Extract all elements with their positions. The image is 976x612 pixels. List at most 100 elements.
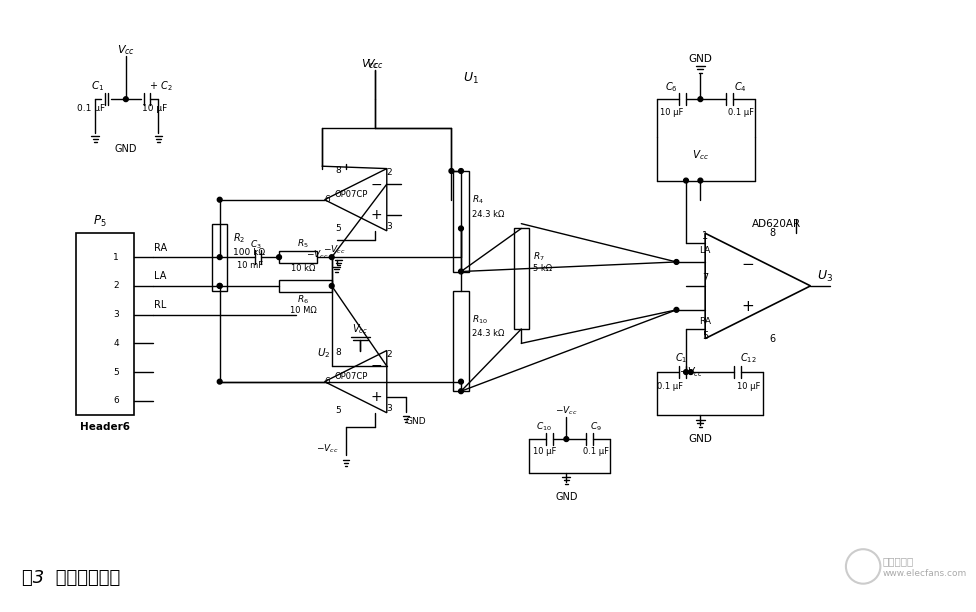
Text: 5: 5 <box>702 330 709 341</box>
Text: 1: 1 <box>702 231 709 241</box>
Text: 4: 4 <box>113 339 119 348</box>
Circle shape <box>218 283 223 288</box>
Circle shape <box>698 178 703 183</box>
Text: $V_{cc}$: $V_{cc}$ <box>117 43 135 58</box>
Text: 1: 1 <box>113 253 119 262</box>
Text: $U_1$: $U_1$ <box>463 70 478 86</box>
Text: 2: 2 <box>113 282 119 290</box>
Circle shape <box>698 97 703 102</box>
Text: $C_6$: $C_6$ <box>666 80 678 94</box>
Bar <box>76 233 134 415</box>
Text: $-V_{cc}$: $-V_{cc}$ <box>555 404 578 417</box>
Circle shape <box>124 97 128 102</box>
Text: AD620AR: AD620AR <box>752 218 801 229</box>
Circle shape <box>683 370 688 375</box>
Text: $R_6$: $R_6$ <box>297 293 309 305</box>
Text: 3: 3 <box>386 222 392 231</box>
Text: RL: RL <box>154 300 167 310</box>
Text: RA: RA <box>154 242 167 253</box>
Text: +: + <box>371 208 383 222</box>
Text: 0.1 μF: 0.1 μF <box>727 108 753 117</box>
Text: GND: GND <box>688 434 712 444</box>
Text: $R_7$: $R_7$ <box>533 251 545 263</box>
Text: GND: GND <box>405 417 426 425</box>
Text: 5: 5 <box>336 224 342 233</box>
Circle shape <box>683 178 688 183</box>
Circle shape <box>329 255 334 259</box>
Bar <box>453 171 468 272</box>
Text: 10 kΩ: 10 kΩ <box>291 264 315 273</box>
Bar <box>279 252 317 263</box>
Text: $-V_{cc}$: $-V_{cc}$ <box>323 243 346 256</box>
Text: 0.1 μF: 0.1 μF <box>77 104 105 113</box>
Text: $-V_{cc}$: $-V_{cc}$ <box>315 442 339 455</box>
Text: 10 μF: 10 μF <box>660 108 683 117</box>
Circle shape <box>449 168 454 173</box>
Text: Header6: Header6 <box>80 422 130 431</box>
Text: $C_{10}$: $C_{10}$ <box>537 420 552 433</box>
Text: 6: 6 <box>324 195 330 204</box>
Text: $-V_{cc}$: $-V_{cc}$ <box>678 365 703 379</box>
Text: LA: LA <box>154 271 167 282</box>
Text: GND: GND <box>114 144 137 154</box>
Text: $C_3$: $C_3$ <box>250 239 263 251</box>
Text: 8: 8 <box>336 348 342 357</box>
Text: 图3  前置放大电路: 图3 前置放大电路 <box>22 569 121 587</box>
Text: $-V_{cc}$: $-V_{cc}$ <box>306 248 329 261</box>
Text: $R_2$: $R_2$ <box>233 231 245 245</box>
Text: 5: 5 <box>336 406 342 415</box>
Text: www.elecfans.com: www.elecfans.com <box>882 569 966 578</box>
Text: 6: 6 <box>324 377 330 386</box>
Bar <box>513 228 529 329</box>
Circle shape <box>329 283 334 288</box>
Circle shape <box>459 379 464 384</box>
Text: $R_4$: $R_4$ <box>472 193 484 206</box>
Text: −: − <box>371 359 383 373</box>
Bar <box>453 291 468 391</box>
Circle shape <box>276 255 281 259</box>
Circle shape <box>218 255 223 259</box>
Text: $V_{cc}$: $V_{cc}$ <box>692 148 709 162</box>
Text: 24.3 kΩ: 24.3 kΩ <box>472 329 505 338</box>
Circle shape <box>218 379 223 384</box>
Bar <box>279 280 332 292</box>
Text: 100 kΩ: 100 kΩ <box>233 248 265 257</box>
Circle shape <box>564 437 569 441</box>
Text: $V_{cc}$: $V_{cc}$ <box>366 57 384 70</box>
Text: $V_{cc}$: $V_{cc}$ <box>352 322 369 336</box>
Circle shape <box>674 307 679 312</box>
Text: −: − <box>742 257 754 272</box>
Text: 5 kΩ: 5 kΩ <box>533 264 552 273</box>
Text: 0.1 μF: 0.1 μF <box>657 382 683 391</box>
Text: 10 μF: 10 μF <box>533 447 556 456</box>
Text: $P_5$: $P_5$ <box>94 214 106 230</box>
Text: 0.1 μF: 0.1 μF <box>583 447 609 456</box>
Circle shape <box>459 168 464 173</box>
Text: 10 μF: 10 μF <box>737 382 760 391</box>
Text: LA: LA <box>700 246 711 255</box>
Text: OP07CP: OP07CP <box>334 372 368 381</box>
Text: 2: 2 <box>386 168 392 177</box>
Text: $C_{12}$: $C_{12}$ <box>740 351 756 365</box>
Text: $+\ C_2$: $+\ C_2$ <box>149 79 173 92</box>
Text: $V_{cc}$: $V_{cc}$ <box>361 57 379 70</box>
Circle shape <box>218 197 223 202</box>
Text: $C_1$: $C_1$ <box>91 79 103 92</box>
Text: 电子发烧友: 电子发烧友 <box>882 556 914 565</box>
Text: 3: 3 <box>113 310 119 319</box>
Text: −: − <box>371 177 383 192</box>
Circle shape <box>218 283 223 288</box>
Text: 6: 6 <box>769 334 775 343</box>
Text: $C_1$: $C_1$ <box>675 351 687 365</box>
Circle shape <box>688 370 693 375</box>
Text: $C_4$: $C_4$ <box>734 80 747 94</box>
Bar <box>212 223 227 291</box>
Text: $C_9$: $C_9$ <box>590 420 602 433</box>
Text: 24.3 kΩ: 24.3 kΩ <box>472 209 505 218</box>
Text: $R_{10}$: $R_{10}$ <box>472 313 488 326</box>
Text: 3: 3 <box>386 404 392 413</box>
Text: 8: 8 <box>769 228 775 238</box>
Circle shape <box>674 259 679 264</box>
Text: 10 mF: 10 mF <box>237 261 264 271</box>
Text: 10 MΩ: 10 MΩ <box>290 306 316 315</box>
